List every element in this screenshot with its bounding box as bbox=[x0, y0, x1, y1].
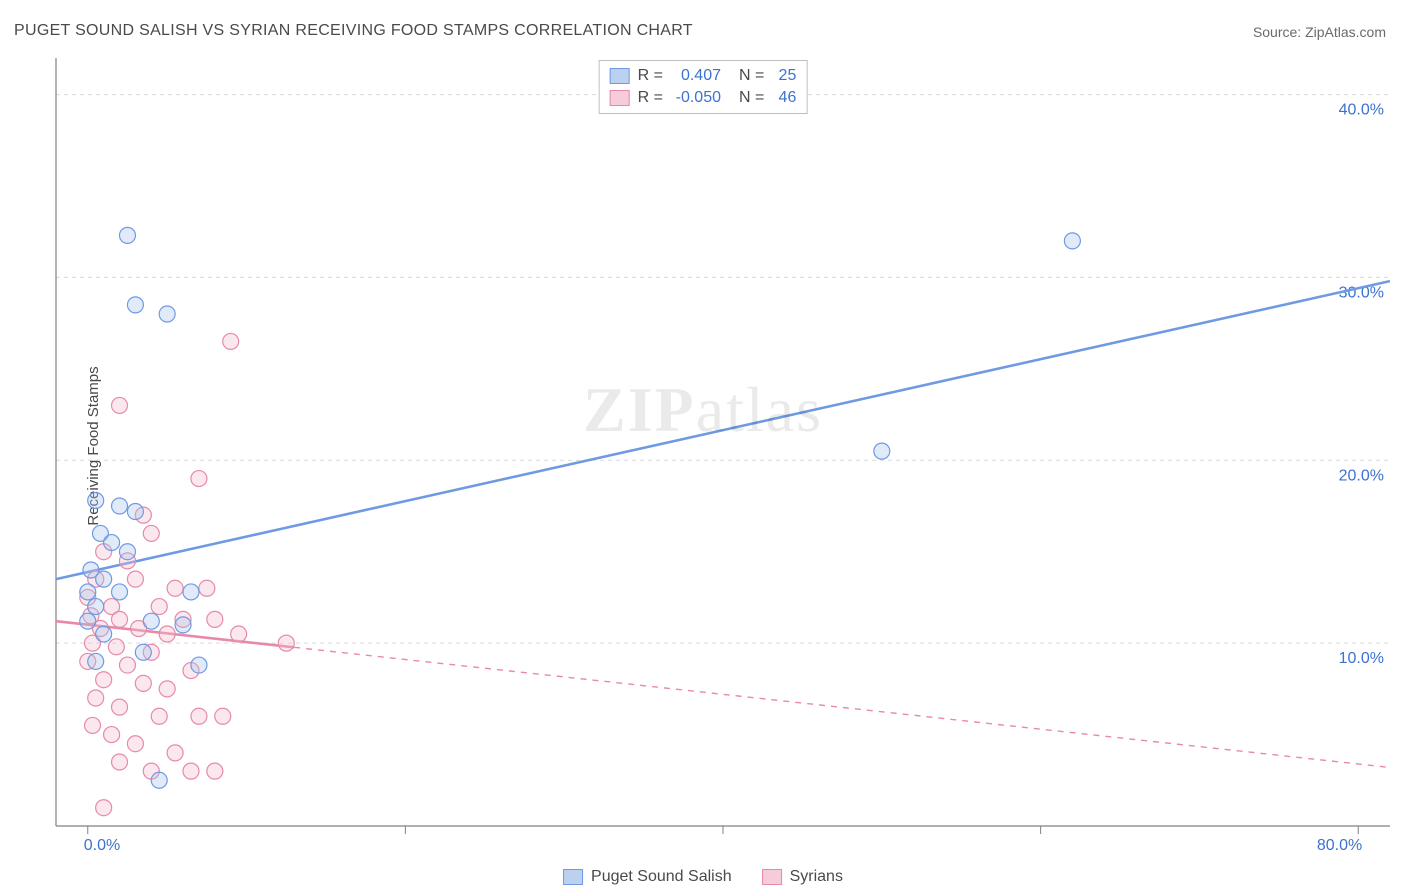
correlation-stats-legend: R = 0.407 N = 25 R = -0.050 N = 46 bbox=[599, 60, 808, 114]
legend-label-1: Puget Sound Salish bbox=[591, 868, 732, 886]
series-legend: Puget Sound Salish Syrians bbox=[563, 868, 843, 886]
source-label: Source: bbox=[1253, 24, 1305, 40]
scatter-plot: 10.0%20.0%30.0%40.0%0.0%80.0% bbox=[50, 58, 1390, 850]
svg-text:10.0%: 10.0% bbox=[1339, 650, 1384, 667]
swatch-series-1 bbox=[610, 68, 630, 84]
chart-title: PUGET SOUND SALISH VS SYRIAN RECEIVING F… bbox=[14, 22, 693, 40]
swatch-series-2 bbox=[610, 90, 630, 106]
source-name: ZipAtlas.com bbox=[1305, 24, 1386, 40]
r-value-2: -0.050 bbox=[671, 87, 721, 109]
n-label: N = bbox=[739, 87, 764, 109]
chart-container: PUGET SOUND SALISH VS SYRIAN RECEIVING F… bbox=[0, 0, 1406, 892]
r-label: R = bbox=[638, 87, 663, 109]
n-value-2: 46 bbox=[772, 87, 796, 109]
svg-text:80.0%: 80.0% bbox=[1317, 837, 1362, 850]
r-label: R = bbox=[638, 65, 663, 87]
n-label: N = bbox=[739, 65, 764, 87]
legend-swatch-2 bbox=[762, 869, 782, 885]
source-attribution: Source: ZipAtlas.com bbox=[1253, 24, 1386, 40]
stats-row-series-1: R = 0.407 N = 25 bbox=[610, 65, 797, 87]
legend-swatch-1 bbox=[563, 869, 583, 885]
n-value-1: 25 bbox=[772, 65, 796, 87]
legend-item-2: Syrians bbox=[762, 868, 843, 886]
svg-text:20.0%: 20.0% bbox=[1339, 467, 1384, 484]
legend-label-2: Syrians bbox=[790, 868, 843, 886]
r-value-1: 0.407 bbox=[671, 65, 721, 87]
svg-text:40.0%: 40.0% bbox=[1339, 102, 1384, 119]
legend-item-1: Puget Sound Salish bbox=[563, 868, 732, 886]
stats-row-series-2: R = -0.050 N = 46 bbox=[610, 87, 797, 109]
svg-text:0.0%: 0.0% bbox=[84, 837, 120, 850]
